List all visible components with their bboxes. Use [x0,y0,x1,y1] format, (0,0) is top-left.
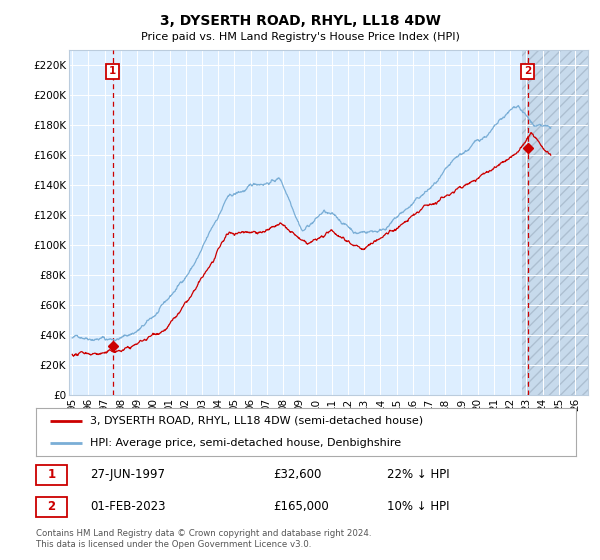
Text: HPI: Average price, semi-detached house, Denbighshire: HPI: Average price, semi-detached house,… [90,438,401,448]
Text: 3, DYSERTH ROAD, RHYL, LL18 4DW (semi-detached house): 3, DYSERTH ROAD, RHYL, LL18 4DW (semi-de… [90,416,423,426]
Bar [521,50,588,395]
Text: Price paid vs. HM Land Registry's House Price Index (HPI): Price paid vs. HM Land Registry's House … [140,32,460,42]
Text: 1: 1 [47,468,56,481]
FancyBboxPatch shape [36,465,67,485]
Text: 3, DYSERTH ROAD, RHYL, LL18 4DW: 3, DYSERTH ROAD, RHYL, LL18 4DW [160,14,440,28]
Text: 2: 2 [524,67,531,76]
Text: 27-JUN-1997: 27-JUN-1997 [90,468,165,481]
Text: 1: 1 [109,67,116,76]
Text: 22% ↓ HPI: 22% ↓ HPI [387,468,449,481]
Text: £32,600: £32,600 [274,468,322,481]
Text: 10% ↓ HPI: 10% ↓ HPI [387,500,449,514]
Text: 2: 2 [47,500,56,514]
Text: £165,000: £165,000 [274,500,329,514]
Text: Contains HM Land Registry data © Crown copyright and database right 2024.
This d: Contains HM Land Registry data © Crown c… [36,529,371,549]
Text: 01-FEB-2023: 01-FEB-2023 [90,500,166,514]
FancyBboxPatch shape [36,497,67,517]
